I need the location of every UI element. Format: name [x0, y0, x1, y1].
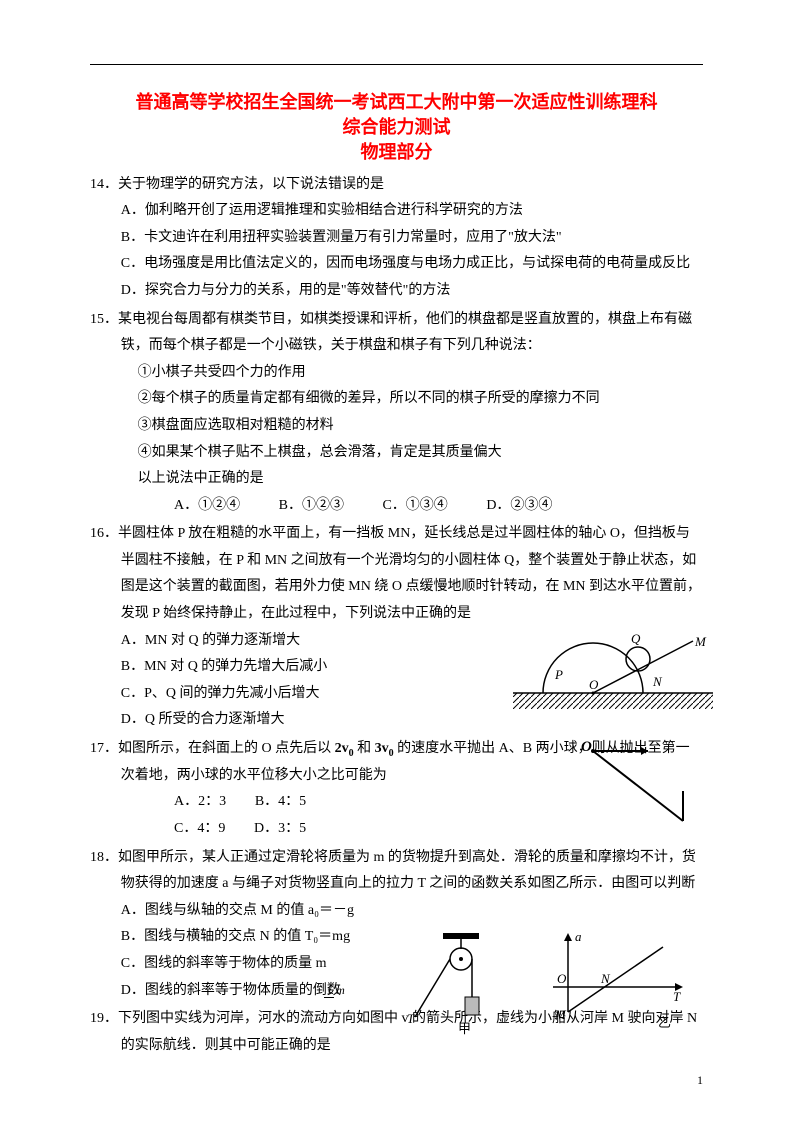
top-rule [90, 64, 703, 65]
q15-opt-c: C．①③④ [382, 493, 447, 520]
q17-options-row1: A．2：3 B．4：5 [90, 789, 703, 816]
q15-opt-a: A．①②④ [174, 493, 240, 520]
q17-opt-b: B．4：5 [255, 789, 306, 816]
q15-s1: ①小棋子共受四个力的作用 [90, 360, 703, 387]
q18-opt-b: B．图线与横轴的交点 N 的值 T₀＝mg [107, 924, 703, 951]
page-number: 1 [697, 1069, 703, 1092]
q15-s3: ③棋盘面应选取相对粗糙的材料 [90, 413, 703, 440]
section-title: 物理部分 [90, 140, 703, 165]
q15-s2: ②每个棋子的质量肯定都有细微的差异，所以不同的棋子所受的摩擦力不同 [90, 386, 703, 413]
main-title-line2: 综合能力测试 [90, 115, 703, 140]
q16-opt-c: C．P、Q 间的弹力先减小后增大 [107, 681, 703, 708]
q19-stem: 19．下列图中实线为河岸，河水的流动方向如图中 v 的箭头所示，虚线为小船从河岸… [90, 1006, 703, 1059]
q17-options-row2: C．4：9 D．3：5 [90, 816, 703, 843]
q17-stem-a: 17．如图所示，在斜面上的 O 点先后以 [90, 741, 335, 756]
q18-d-pre: D．图线的斜率等于物体质量的倒数 [121, 983, 341, 998]
q14-opt-a: A．伽利略开创了运用逻辑推理和实验相结合进行科学研究的方法 [107, 198, 703, 225]
q16-opt-d: D．Q 所受的合力逐渐增大 [107, 707, 703, 734]
q16-opt-b: B．MN 对 Q 的弹力先增大后减小 [107, 654, 703, 681]
main-title-line1: 普通高等学校招生全国统一考试西工大附中第一次适应性训练理科 [90, 90, 703, 115]
q17-v3: 3v [375, 741, 389, 756]
q16-stem: 16．半圆柱体 P 放在粗糙的水平面上，有一挡板 MN，延长线总是过半圆柱体的轴… [90, 521, 703, 627]
q17-stem: 17．如图所示，在斜面上的 O 点先后以 2v0 和 3v0 的速度水平抛出 A… [90, 736, 703, 789]
q17-v2: 2v [335, 741, 349, 756]
q15-s4: ④如果某个棋子贴不上棋盘，总会滑落，肯定是其质量偏大 [90, 440, 703, 467]
q14-opt-c: C．电场强度是用比值法定义的，因而电场强度与电场力成正比，与试探电荷的电荷量成反… [107, 251, 703, 278]
q15-ask: 以上说法中正确的是 [90, 466, 703, 493]
q14-stem: 14．关于物理学的研究方法，以下说法错误的是 [90, 172, 703, 199]
q15-opt-d: D．②③④ [486, 493, 552, 520]
q17-opt-c: C．4：9 [174, 816, 225, 843]
q16-opt-a: A．MN 对 Q 的弹力逐渐增大 [107, 628, 703, 655]
q17-and: 和 [354, 741, 375, 756]
q18-opt-d: D．图线的斜率等于物体质量的倒数1m [107, 978, 703, 1005]
q18-stem: 18．如图甲所示，某人正通过定滑轮将质量为 m 的货物提升到高处．滑轮的质量和摩… [90, 845, 703, 898]
q14-opt-d: D．探究合力与分力的关系，用的是"等效替代"的方法 [107, 278, 703, 305]
q18-opt-a: A．图线与纵轴的交点 M 的值 a₀＝－g [107, 898, 703, 925]
q18-opt-c: C．图线的斜率等于物体的质量 m [107, 951, 703, 978]
q17-opt-a: A．2：3 [174, 789, 226, 816]
q14-opt-b: B．卡文迪许在利用扭秤实验装置测量万有引力常量时，应用了"放大法" [107, 225, 703, 252]
q15-stem: 15．某电视台每周都有棋类节目，如棋类授课和评析，他们的棋盘都是竖直放置的，棋盘… [90, 307, 703, 360]
q15-options: A．①②④ B．①②③ C．①③④ D．②③④ [90, 493, 703, 520]
q17-opt-d: D．3：5 [254, 816, 306, 843]
q15-opt-b: B．①②③ [279, 493, 344, 520]
